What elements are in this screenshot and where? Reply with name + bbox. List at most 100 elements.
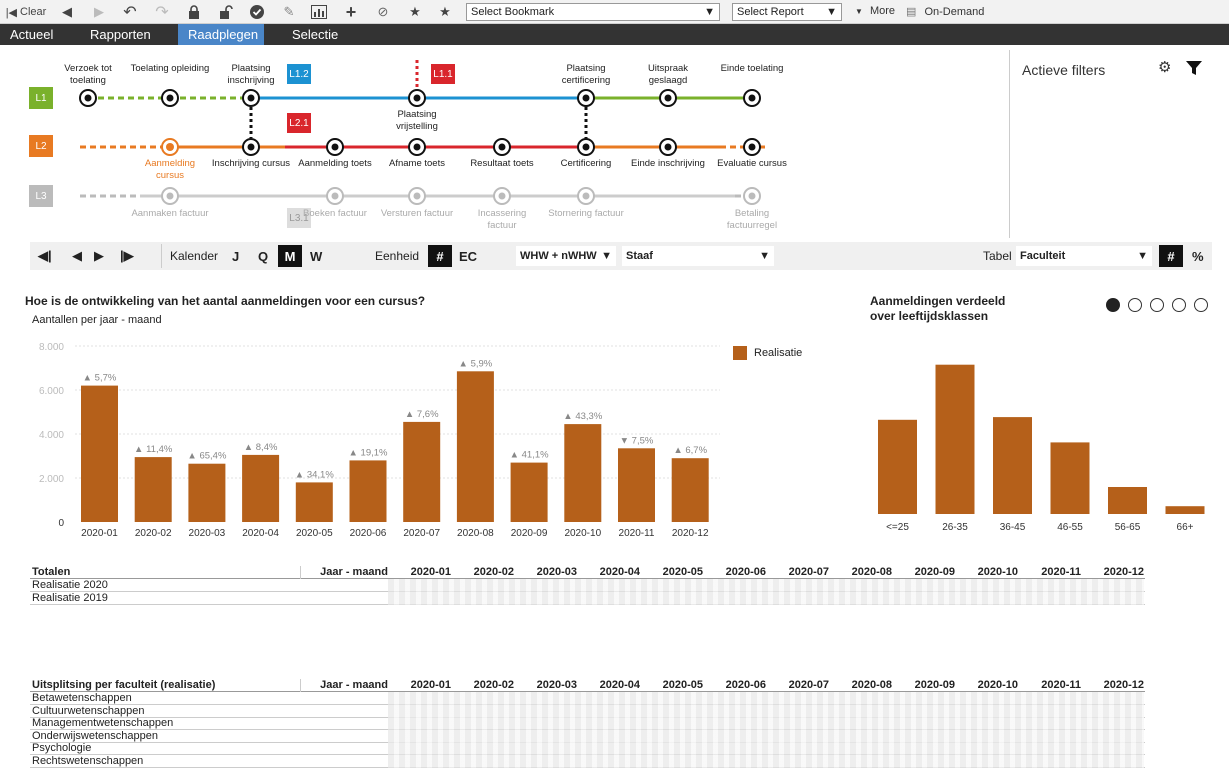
row-label: Realisatie 2020 bbox=[32, 579, 108, 591]
charttype-dropdown[interactable]: Staaf ▼ bbox=[622, 246, 774, 266]
table-title: Totalen bbox=[32, 566, 71, 578]
node-label: Stornering factuur bbox=[548, 208, 624, 219]
chart-icon[interactable] bbox=[310, 3, 328, 21]
unit-ec-button[interactable]: EC bbox=[459, 248, 478, 264]
select-bookmark-dropdown[interactable]: Select Bookmark ▼ bbox=[466, 3, 720, 21]
filter-icon[interactable] bbox=[1186, 60, 1202, 81]
chart2-title-line1: Aanmeldingen verdeeld bbox=[870, 294, 1006, 308]
node-label: Einde toelating bbox=[720, 63, 784, 74]
period-w-button[interactable]: W bbox=[310, 248, 323, 264]
dimension-header[interactable]: Jaar - maand bbox=[300, 679, 388, 692]
forward-icon[interactable]: ▶ bbox=[94, 4, 104, 19]
column-header[interactable]: 2020-09 bbox=[914, 679, 955, 691]
dimension-header[interactable]: Jaar - maand bbox=[300, 566, 388, 579]
gear-icon[interactable]: ⚙ bbox=[1158, 59, 1172, 76]
add-icon[interactable]: + bbox=[345, 1, 357, 22]
column-header[interactable]: 2020-06 bbox=[725, 566, 766, 578]
page-dot[interactable] bbox=[1194, 298, 1208, 312]
tab-actueel[interactable]: Actueel bbox=[10, 27, 54, 42]
column-header[interactable]: 2020-04 bbox=[599, 679, 640, 691]
node-label: Resultaat toets bbox=[470, 158, 534, 169]
column-header[interactable]: 2020-06 bbox=[725, 679, 766, 691]
page-dot[interactable] bbox=[1150, 298, 1164, 312]
page-dot-active[interactable] bbox=[1106, 298, 1120, 312]
table-pct-button[interactable]: % bbox=[1192, 248, 1204, 264]
column-header[interactable]: 2020-12 bbox=[1103, 679, 1144, 691]
toolbar: |◀ Clear ◀ ▶ ↶ ↷ ✎ + ⊘ ★ ★ Select Bookma… bbox=[0, 0, 1229, 24]
obscured-values bbox=[388, 729, 1144, 743]
first-period-icon[interactable]: ◀| bbox=[38, 248, 52, 263]
obscured-values bbox=[388, 755, 1144, 768]
bar bbox=[188, 463, 226, 522]
report-icon: ▤ bbox=[906, 6, 917, 18]
table-count-button[interactable]: # bbox=[1159, 245, 1183, 267]
column-header[interactable]: 2020-07 bbox=[788, 566, 829, 578]
change-label: ▲ 6,7% bbox=[673, 445, 707, 456]
change-label: ▲ 8,4% bbox=[244, 442, 278, 453]
select-report-dropdown[interactable]: Select Report ▼ bbox=[732, 3, 842, 21]
unlock-icon[interactable] bbox=[218, 3, 234, 21]
tabel-dropdown[interactable]: Faculteit ▼ bbox=[1016, 246, 1152, 266]
period-q-button[interactable]: Q bbox=[258, 248, 269, 264]
column-header[interactable]: 2020-11 bbox=[1041, 566, 1081, 578]
tag-l12[interactable]: L1.2 bbox=[287, 64, 311, 84]
undo-icon[interactable]: ↶ bbox=[123, 4, 137, 21]
next-period-icon[interactable]: ▶ bbox=[94, 248, 104, 263]
back-icon[interactable]: ◀ bbox=[62, 4, 72, 19]
redo-icon[interactable]: ↷ bbox=[155, 4, 169, 21]
tab-raadplegen[interactable]: Raadplegen bbox=[178, 24, 264, 45]
page-dot[interactable] bbox=[1172, 298, 1186, 312]
node-label: Afname toets bbox=[389, 158, 445, 169]
edit-icon[interactable]: ✎ bbox=[283, 4, 295, 19]
last-period-icon[interactable]: |▶ bbox=[120, 248, 134, 263]
column-header[interactable]: 2020-02 bbox=[473, 679, 514, 691]
y-tick-label: 8.000 bbox=[39, 342, 64, 353]
obscured-values bbox=[388, 742, 1144, 756]
column-header[interactable]: 2020-07 bbox=[788, 679, 829, 691]
check-icon[interactable] bbox=[248, 3, 266, 21]
row-label: Managementwetenschappen bbox=[32, 717, 174, 730]
column-header[interactable]: 2020-05 bbox=[662, 679, 703, 691]
unit-count-button[interactable]: # bbox=[428, 245, 452, 267]
clear-button[interactable]: |◀ Clear bbox=[5, 6, 47, 19]
bookmark-icon[interactable]: ★ bbox=[439, 4, 451, 19]
y-tick-label: 4.000 bbox=[39, 430, 64, 441]
page-dot[interactable] bbox=[1128, 298, 1142, 312]
measure-dropdown[interactable]: WHW + nWHW ▼ bbox=[516, 246, 616, 266]
column-header[interactable]: 2020-08 bbox=[851, 679, 892, 691]
column-header[interactable]: 2020-12 bbox=[1103, 566, 1144, 578]
lock-icon[interactable] bbox=[186, 3, 202, 21]
column-header[interactable]: 2020-03 bbox=[536, 679, 577, 691]
column-header[interactable]: 2020-11 bbox=[1041, 679, 1081, 691]
column-header[interactable]: 2020-08 bbox=[851, 566, 892, 578]
column-header[interactable]: 2020-02 bbox=[473, 566, 514, 578]
node-label: Aanmelding cursus bbox=[144, 158, 196, 181]
y-tick-label: 0 bbox=[58, 518, 64, 529]
column-header[interactable]: 2020-09 bbox=[914, 566, 955, 578]
ondemand-button[interactable]: ▤ On-Demand bbox=[906, 6, 985, 18]
column-header[interactable]: 2020-01 bbox=[410, 679, 451, 691]
period-j-button[interactable]: J bbox=[232, 248, 240, 264]
column-header[interactable]: 2020-04 bbox=[599, 566, 640, 578]
tab-selectie[interactable]: Selectie bbox=[292, 27, 339, 42]
prev-period-icon[interactable]: ◀ bbox=[72, 248, 82, 263]
clear-filter-icon[interactable]: ⊘ bbox=[377, 4, 389, 19]
tag-l21[interactable]: L2.1 bbox=[287, 113, 311, 133]
x-tick-label: 26-35 bbox=[942, 522, 968, 533]
column-header[interactable]: 2020-05 bbox=[662, 566, 703, 578]
period-m-button[interactable]: M bbox=[278, 245, 302, 267]
tab-rapporten[interactable]: Rapporten bbox=[90, 27, 151, 42]
bookmark-add-icon[interactable]: ★ bbox=[409, 4, 421, 19]
more-button[interactable]: ▼ More bbox=[855, 5, 896, 17]
column-header[interactable]: 2020-10 bbox=[977, 679, 1018, 691]
node-label: Evaluatie cursus bbox=[717, 158, 787, 169]
x-tick-label: 66+ bbox=[1177, 522, 1194, 533]
change-label: ▲ 7,6% bbox=[405, 409, 439, 420]
column-header[interactable]: 2020-01 bbox=[410, 566, 451, 578]
tag-l31[interactable]: L3.1 bbox=[287, 208, 311, 228]
column-header[interactable]: 2020-10 bbox=[977, 566, 1018, 578]
table-row: Cultuurwetenschappen bbox=[30, 704, 1145, 718]
column-header[interactable]: 2020-03 bbox=[536, 566, 577, 578]
x-tick-label: 2020-09 bbox=[511, 528, 548, 539]
tag-l11[interactable]: L1.1 bbox=[431, 64, 455, 84]
